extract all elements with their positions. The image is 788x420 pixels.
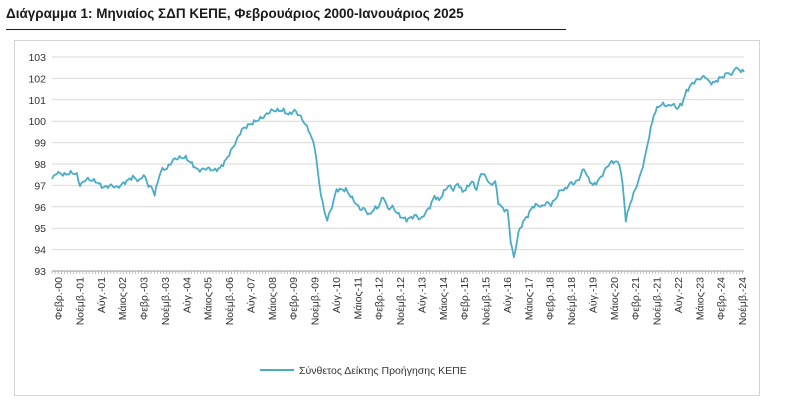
x-tick-label: Φεβρ.-21 <box>630 277 642 320</box>
x-tick-label: Αύγ.-01 <box>96 277 108 313</box>
x-tick-label: Μάιος-11 <box>352 277 364 320</box>
y-tick-label: 101 <box>28 95 46 107</box>
x-tick-label: Νοέμβ.-06 <box>224 277 236 325</box>
y-tick-label: 103 <box>28 52 46 64</box>
x-tick-label: Αύγ.-04 <box>181 277 193 313</box>
y-axis-ticks: 93 94 95 96 97 98 99 100 101 102 103 <box>28 52 46 278</box>
x-tick-label: Αύγ.-13 <box>416 277 428 313</box>
x-tick-label: Φεβρ.-24 <box>716 277 728 320</box>
y-tick-label: 98 <box>34 159 46 171</box>
x-tick-label: Μάιος-05 <box>203 277 215 320</box>
x-tick-label: Φεβρ.-18 <box>545 277 557 320</box>
legend-label: Σύνθετος Δείκτης Προήγησης ΚΕΠΕ <box>299 365 467 377</box>
x-tick-label: Νοέμβ.-12 <box>395 277 407 325</box>
x-tick-label: Μάιος-02 <box>117 277 129 320</box>
y-tick-label: 93 <box>34 266 46 278</box>
x-tick-label: Μάιος-14 <box>438 277 450 320</box>
x-axis <box>51 270 744 274</box>
x-tick-label: Φεβρ.-00 <box>53 277 65 320</box>
x-tick-label: Φεβρ.-12 <box>374 277 386 320</box>
y-tick-label: 100 <box>28 116 46 128</box>
x-tick-label: Μάιος-08 <box>267 277 279 320</box>
x-axis-labels: Φεβρ.-00 Νοέμβ.-01 Αύγ.-01 Μάιος-02 Φεβρ.-03… <box>53 277 749 325</box>
x-tick-label: Μάιος-23 <box>694 277 706 320</box>
y-tick-label: 97 <box>34 180 46 192</box>
title-underline <box>6 29 566 30</box>
x-tick-label: Νοέμβ.-15 <box>481 277 493 325</box>
x-tick-label: Μάιος-17 <box>523 277 535 320</box>
x-tick-label: Μάιος-20 <box>609 277 621 320</box>
x-tick-label: Αύγ.-10 <box>331 277 343 313</box>
gridlines <box>52 56 744 272</box>
x-tick-label: Νοέμβ.-09 <box>310 277 322 325</box>
y-tick-label: 102 <box>28 73 46 85</box>
x-tick-label: Φεβρ.-09 <box>288 277 300 320</box>
x-tick-label: Αύγ.-22 <box>673 277 685 313</box>
series-line <box>51 66 745 259</box>
y-tick-label: 95 <box>34 223 46 235</box>
chart-frame <box>14 40 760 396</box>
x-tick-label: Νοέμβ.-21 <box>652 277 664 325</box>
x-tick-label: Φεβρ.-03 <box>139 277 151 320</box>
y-tick-label: 99 <box>34 138 46 150</box>
x-tick-label: Αύγ.-07 <box>245 277 257 313</box>
x-tick-label: Νοέμβ.-01 <box>74 277 86 325</box>
legend: Σύνθετος Δείκτης Προήγησης ΚΕΠΕ <box>260 365 467 377</box>
x-tick-label: Φεβρ.-15 <box>459 277 471 320</box>
x-tick-label: Νοέμβ.-24 <box>737 277 749 325</box>
x-tick-label: Αύγ.-19 <box>587 277 599 313</box>
y-tick-label: 96 <box>34 202 46 214</box>
x-tick-label: Αύγ.-16 <box>502 277 514 313</box>
chart-title: Διάγραμμα 1: Μηνιαίος ΣΔΠ ΚΕΠΕ, Φεβρουάρ… <box>6 6 464 21</box>
y-tick-label: 94 <box>34 245 46 257</box>
x-tick-label: Νοέμβ.-18 <box>566 277 578 325</box>
x-tick-label: Νοέμβ.-03 <box>160 277 172 325</box>
